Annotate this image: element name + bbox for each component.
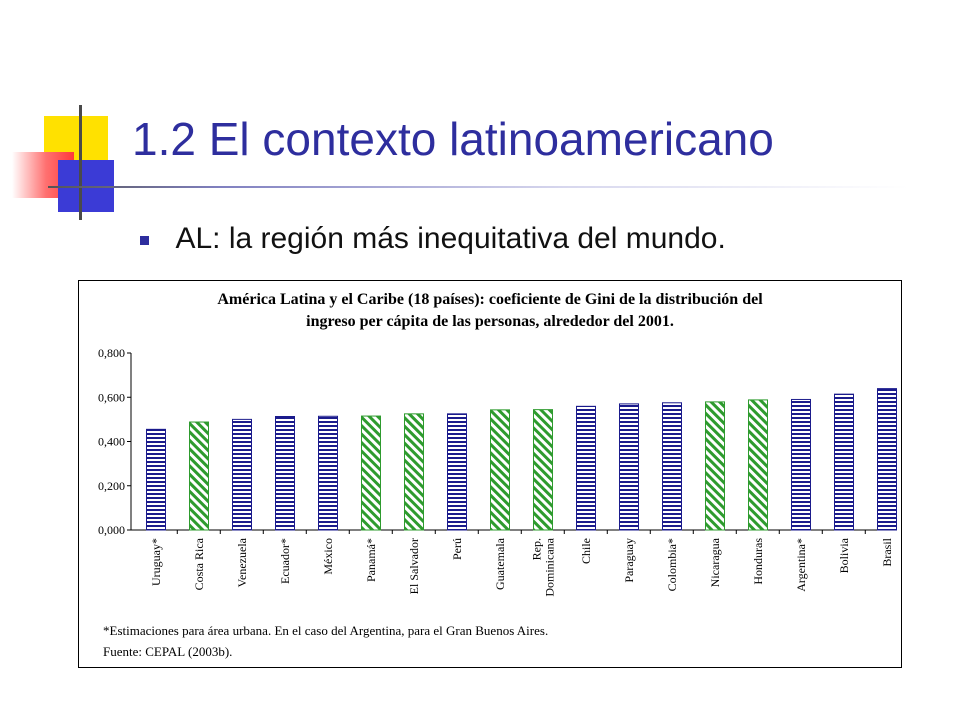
x-tick-label: Rep. (530, 538, 544, 560)
bullet-text: AL: la región más inequitativa del mundo… (175, 222, 726, 255)
bar (533, 409, 553, 531)
bar (619, 403, 639, 531)
x-tick-label: Honduras (751, 538, 765, 585)
chart-title-line: América Latina y el Caribe (18 países): … (217, 291, 763, 308)
bullet-square-icon (140, 236, 149, 246)
x-tick-label: Chile (579, 538, 593, 564)
x-tick-label: Nicaragua (708, 537, 722, 587)
y-tick-label: 0,200 (98, 479, 125, 493)
gini-bar-chart: América Latina y el Caribe (18 países): … (98, 291, 897, 659)
bar (834, 393, 854, 531)
bar (447, 413, 467, 531)
x-tick-label: México (321, 538, 335, 575)
bar (490, 409, 510, 531)
x-tick-label: Colombia* (665, 538, 679, 591)
x-tick-label: Venezuela (235, 537, 249, 587)
x-tick-label: Panamá* (364, 538, 378, 582)
chart-footnote: *Estimaciones para área urbana. En el ca… (103, 623, 548, 638)
bar (662, 402, 682, 531)
title-underline (48, 186, 908, 188)
decor-vertical-line (79, 105, 82, 220)
chart-title-line: ingreso per cápita de las personas, alre… (306, 313, 674, 330)
x-tick-label: Bolivia (837, 537, 851, 573)
x-tick-label: Argentina* (794, 538, 808, 592)
y-tick-label: 0,600 (98, 390, 125, 404)
bullet-item: AL: la región más inequitativa del mundo… (140, 222, 726, 256)
x-tick-label: El Salvador (407, 538, 421, 594)
y-tick-label: 0,800 (98, 346, 125, 360)
x-tick-label: Costa Rica (192, 537, 206, 590)
bar (275, 415, 295, 531)
bar (705, 401, 725, 531)
bar (318, 415, 338, 531)
chart-footnote: Fuente: CEPAL (2003b). (103, 644, 232, 659)
bar (576, 405, 596, 531)
bar (748, 399, 768, 531)
x-tick-label: Ecuador* (278, 538, 292, 584)
bar (361, 415, 381, 531)
chart-frame: América Latina y el Caribe (18 países): … (78, 280, 902, 668)
x-tick-label: Dominicana (543, 537, 557, 596)
bar (404, 413, 424, 531)
x-tick-label: Paraguay (622, 538, 636, 583)
bar (877, 388, 897, 531)
x-tick-label: Guatemala (493, 537, 507, 590)
bar (146, 428, 166, 531)
x-tick-label: Perú (450, 538, 464, 560)
bar (791, 398, 811, 531)
x-tick-label: Brasil (880, 537, 894, 566)
y-tick-label: 0,400 (98, 435, 125, 449)
x-tick-label: Uruguay* (149, 538, 163, 586)
y-tick-label: 0,000 (98, 523, 125, 537)
bar (189, 421, 209, 531)
bar (232, 418, 252, 531)
slide-title: 1.2 El contexto latinoamericano (132, 113, 774, 165)
